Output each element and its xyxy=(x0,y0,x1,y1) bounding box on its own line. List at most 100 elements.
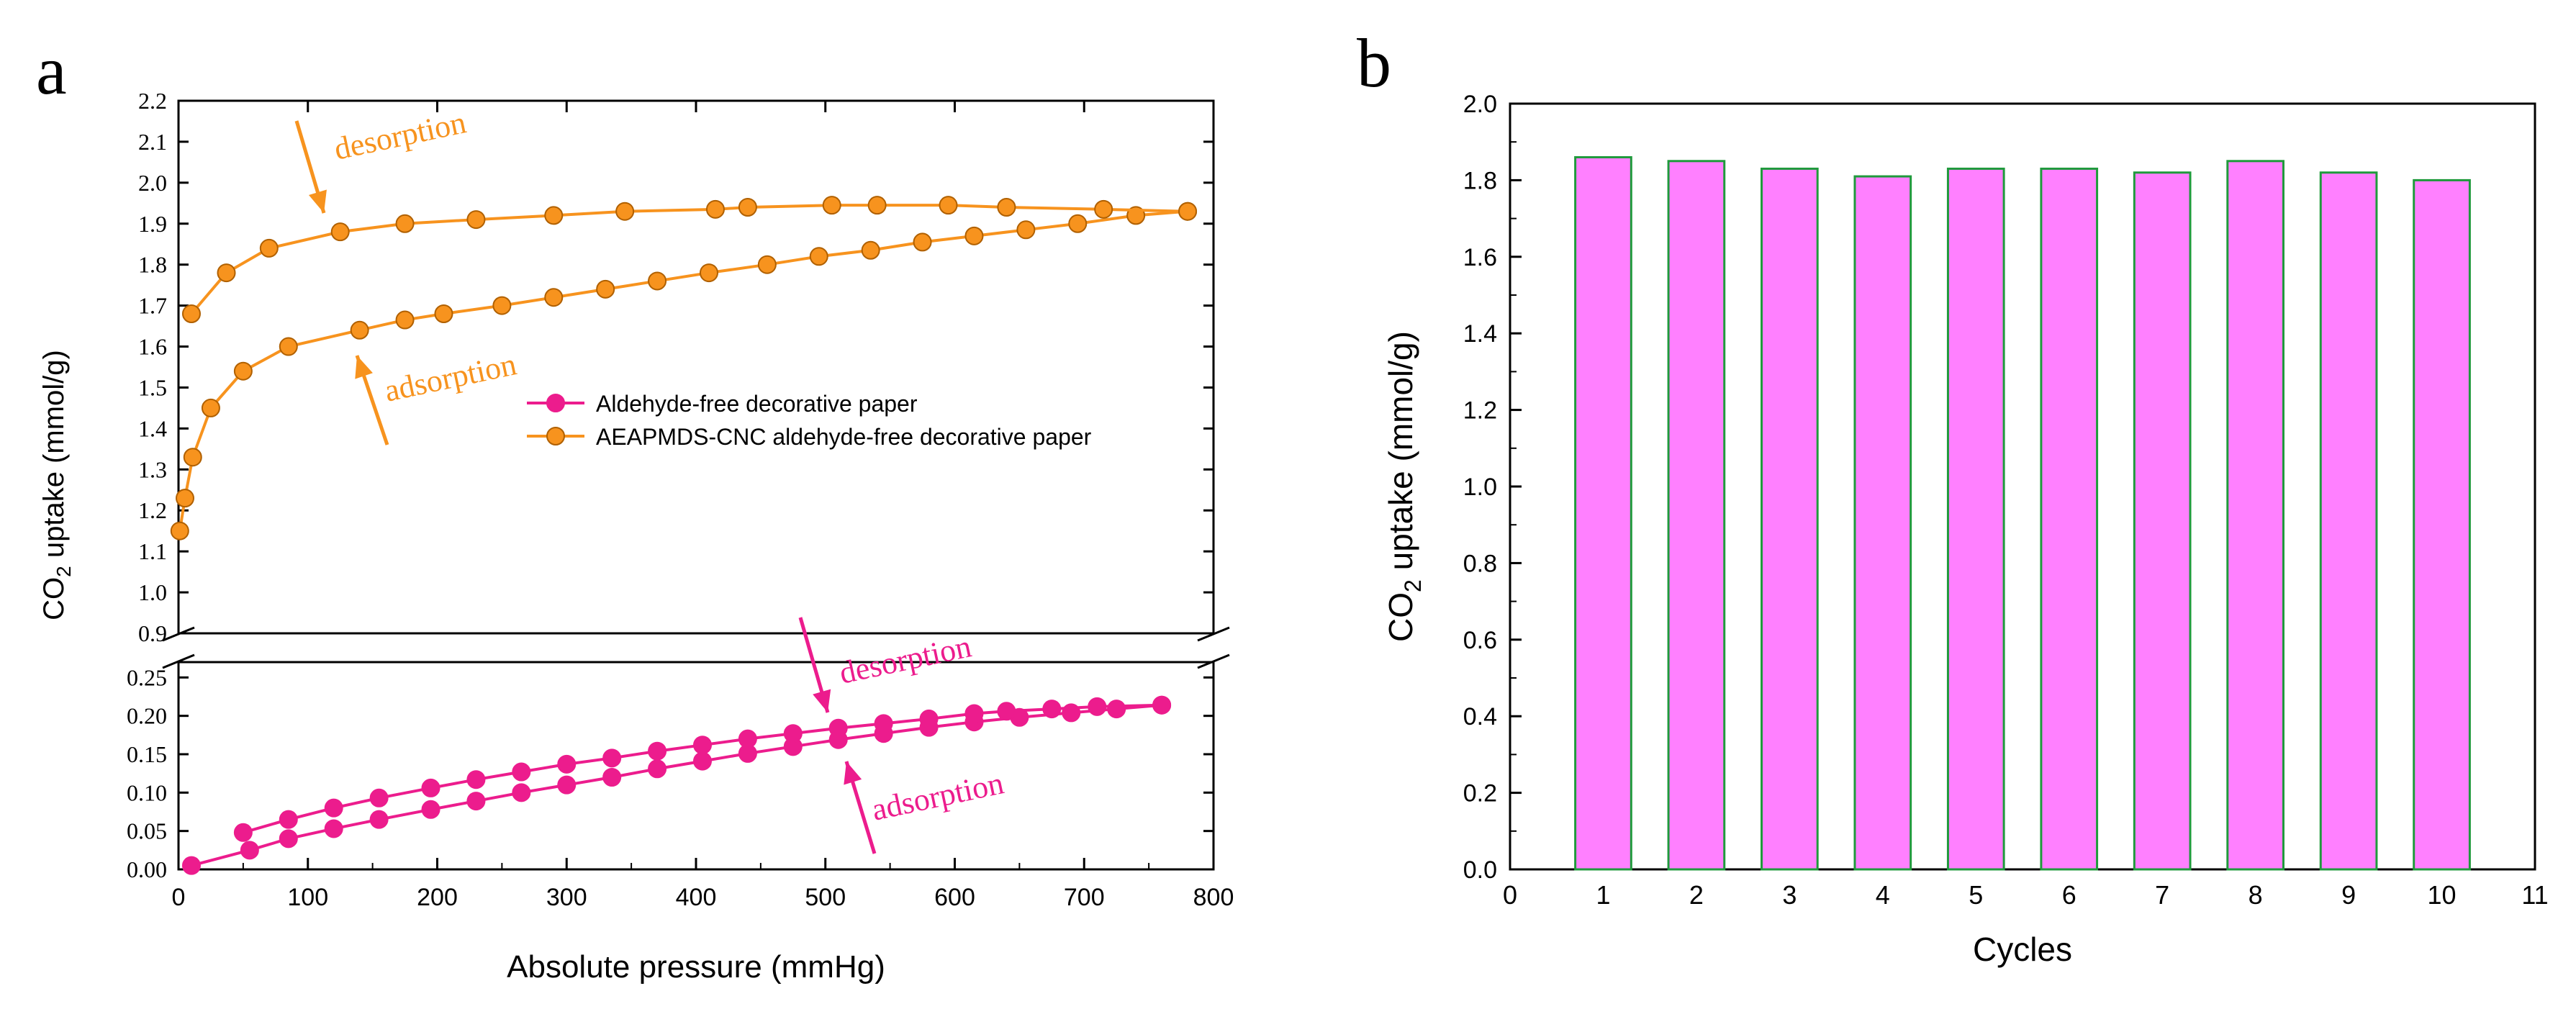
lower-desorption-point xyxy=(964,704,984,723)
lower-desorption-point xyxy=(874,714,893,733)
upper-y-tick-label: 0.9 xyxy=(138,620,167,646)
x-tick-label: 9 xyxy=(2341,880,2356,910)
bar-cycle-1 xyxy=(1574,155,1632,871)
panel-a-ylabel-sub: 2 xyxy=(53,566,75,577)
upper-y-tick-label: 1.5 xyxy=(138,374,167,400)
break-mask-right xyxy=(1199,636,1228,659)
y-tick-label: 0.2 xyxy=(1463,780,1497,807)
upper-y-tick-label: 1.3 xyxy=(138,456,167,482)
x-tick-label: 4 xyxy=(1876,880,1890,910)
y-ticks: 0.0 0.2 0.4 0.6 0.8 1.0 1.2 1.4 1.6 1.8 2.0 xyxy=(1463,91,1522,884)
upper-y-tick-label: 1.6 xyxy=(138,334,167,360)
lower-adsorption-point xyxy=(466,792,486,811)
lower-desorption-point xyxy=(279,810,298,829)
lower-desorption-point xyxy=(602,748,622,768)
upper-adsorption-point xyxy=(279,337,298,356)
lower-desorption-point xyxy=(997,702,1016,721)
bar-cycle-7 xyxy=(2133,171,2192,871)
x-tick-label: 600 xyxy=(934,884,975,911)
upper-adsorption-point xyxy=(492,296,512,315)
lower-desorption-point xyxy=(828,718,848,738)
upper-adsorption-point xyxy=(434,304,453,323)
y-tick-label: 0.0 xyxy=(1463,856,1497,884)
panel-b-ylabel-main: CO xyxy=(1382,592,1419,642)
upper-adsorption-point xyxy=(233,361,253,381)
lower-y-tick-label: 0.25 xyxy=(127,664,167,690)
panel-a: a 0.9 1.0 1.1 1.2 1.3 1.4 1.5 1.6 1.7 1.8 1.9 2.0 2.… xyxy=(36,32,1234,985)
x-tick-label: 200 xyxy=(417,884,458,911)
orange-adsorption-label: adsorption xyxy=(381,346,520,409)
legend-label-orange: AEAPMDS-CNC aldehyde-free decorative pap… xyxy=(596,424,1092,450)
upper-y-tick-label: 1.7 xyxy=(138,293,167,319)
x-tick-label: 0 xyxy=(1503,880,1517,910)
lower-adsorption-point xyxy=(602,768,622,787)
upper-adsorption-point xyxy=(861,240,880,260)
upper-desorption-point xyxy=(705,199,725,219)
x-tick-label: 5 xyxy=(1969,880,1983,910)
lower-adsorption-point xyxy=(324,819,343,838)
upper-y-tick-label: 1.8 xyxy=(138,252,167,278)
x-tick-label: 400 xyxy=(676,884,717,911)
y-tick-label: 1.2 xyxy=(1463,397,1497,425)
upper-y-ticks: 0.9 1.0 1.1 1.2 1.3 1.4 1.5 1.6 1.7 1.8 1.9 2.0 2.1 2… xyxy=(138,88,1214,646)
upper-adsorption-point xyxy=(648,271,667,291)
upper-desorption-point xyxy=(939,196,958,215)
x-tick-label: 11 xyxy=(2521,880,2548,910)
lower-adsorption-point xyxy=(512,783,531,802)
bar-cycle-8 xyxy=(2226,160,2284,871)
lower-adsorption-point xyxy=(421,800,440,819)
upper-y-tick-label: 1.9 xyxy=(138,211,167,237)
upper-y-tick-label: 2.0 xyxy=(138,170,167,196)
orange-desorption-label: desorption xyxy=(331,104,469,167)
lower-adsorption-point xyxy=(692,751,712,771)
upper-y-tick-label: 1.2 xyxy=(138,497,167,523)
x-tick-label: 700 xyxy=(1064,884,1105,911)
bar-cycle-9 xyxy=(2319,171,2378,871)
upper-adsorption-point xyxy=(699,263,718,283)
pink-desorption-arrow-head xyxy=(813,689,831,712)
lower-y-tick-label: 0.10 xyxy=(127,779,167,805)
x-tick-label: 0 xyxy=(172,884,186,911)
upper-desorption-point xyxy=(466,210,486,230)
upper-adsorption-point xyxy=(170,521,189,540)
lower-adsorption-point xyxy=(648,759,667,779)
y-tick-label: 0.8 xyxy=(1463,550,1497,577)
panel-a-ylabel-rest: uptake (mmol/g) xyxy=(38,350,70,566)
x-tick-label: 3 xyxy=(1782,880,1797,910)
lower-adsorption-point xyxy=(1107,700,1126,719)
x-tick-label: 100 xyxy=(287,884,328,911)
lower-y-tick-label: 0.05 xyxy=(127,818,167,844)
upper-adsorption-point xyxy=(1016,220,1036,240)
lower-desorption-point xyxy=(648,741,667,761)
bars xyxy=(1574,155,2471,871)
y-tick-label: 1.0 xyxy=(1463,474,1497,501)
upper-desorption-point xyxy=(615,202,635,221)
lower-desorption-point xyxy=(1042,700,1062,719)
lower-desorption-point xyxy=(1152,695,1172,715)
upper-desorption-line xyxy=(190,204,1188,315)
lower-adsorption-point xyxy=(557,775,577,795)
x-tick-label: 2 xyxy=(1689,880,1704,910)
lower-y-tick-label: 0.15 xyxy=(127,741,167,767)
legend-marker-orange xyxy=(546,427,565,445)
lower-desorption-point xyxy=(324,798,343,818)
upper-adsorption-line xyxy=(178,209,1188,532)
pink-desorption-label: desorption xyxy=(836,628,975,691)
lower-desorption-point xyxy=(692,736,712,755)
upper-adsorption-point xyxy=(964,226,984,245)
lower-desorption-point xyxy=(1088,697,1107,716)
pink-adsorption-label: adsorption xyxy=(869,765,1007,828)
orange-desorption-arrow-head xyxy=(308,189,327,213)
upper-adsorption-point xyxy=(183,448,202,467)
upper-adsorption-point xyxy=(175,489,194,508)
panel-b-ylabel: CO2 uptake (mmol/g) xyxy=(1382,331,1426,642)
lower-y-tick-label: 0.00 xyxy=(127,856,167,882)
upper-desorption-point xyxy=(1178,202,1198,221)
upper-adsorption-point xyxy=(201,398,220,417)
x-tick-label: 500 xyxy=(805,884,846,911)
upper-adsorption-point xyxy=(350,320,369,340)
bar-cycle-10 xyxy=(2413,178,2471,871)
upper-adsorption-point xyxy=(544,288,564,307)
bar-cycle-3 xyxy=(1761,167,1819,871)
